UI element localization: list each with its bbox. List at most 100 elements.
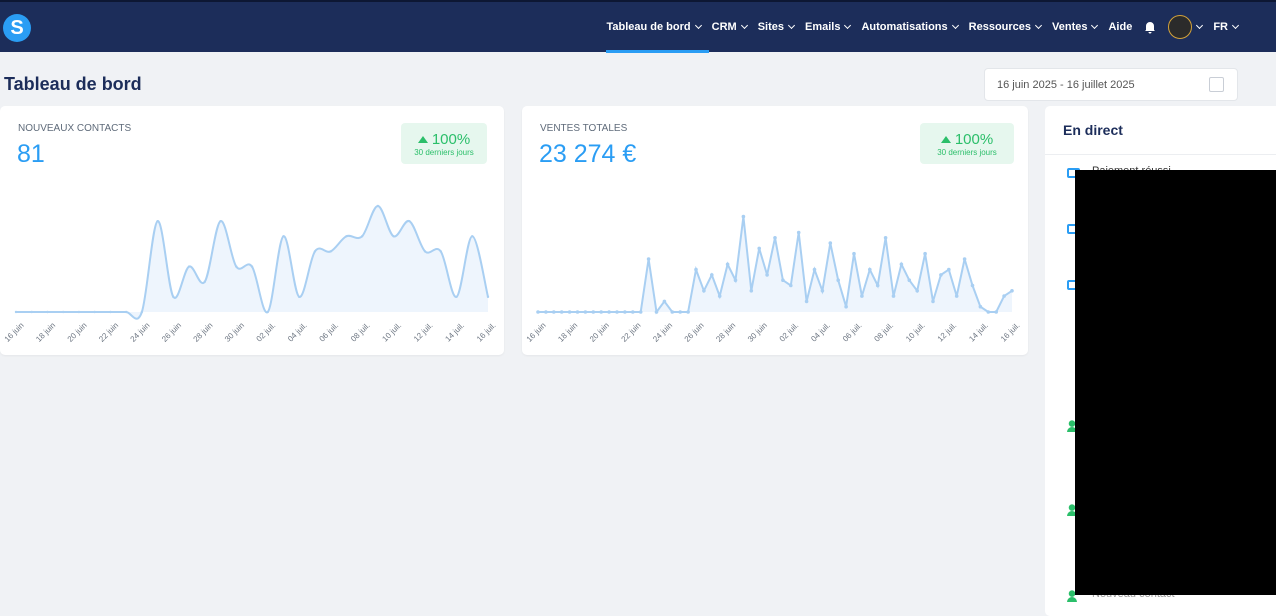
- point: [781, 278, 785, 282]
- change-value: 100%: [920, 131, 1014, 148]
- point: [796, 230, 801, 235]
- nav-item[interactable]: Aide: [1108, 2, 1132, 52]
- x-tick-label: 02 juil.: [255, 321, 278, 344]
- change-value: 100%: [401, 131, 487, 148]
- notifications[interactable]: [1143, 2, 1157, 52]
- point: [820, 289, 825, 293]
- chevron: [694, 21, 702, 30]
- point: [266, 310, 269, 314]
- point: [471, 235, 474, 238]
- point: [623, 310, 627, 314]
- point: [298, 295, 301, 299]
- calendar-icon: [1209, 77, 1224, 92]
- point: [187, 265, 191, 268]
- nav-label: Emails: [804, 21, 841, 33]
- x-tick-label: 16 juin: [525, 321, 548, 344]
- point: [741, 214, 746, 219]
- point: [970, 283, 975, 288]
- card: NOUVEAUX CONTACTS 81 100% 30 derniers jours…: [0, 106, 504, 355]
- point: [868, 267, 872, 272]
- chevron: [1034, 21, 1043, 30]
- point: [883, 236, 888, 240]
- point: [423, 250, 427, 253]
- point: [536, 310, 540, 314]
- page-title: Tableau de bord: [4, 74, 142, 94]
- change-period: 30 derniers jours: [937, 148, 997, 157]
- point: [313, 250, 317, 253]
- point: [678, 310, 682, 314]
- point: [156, 219, 159, 223]
- point: [552, 310, 556, 314]
- point: [923, 251, 927, 256]
- x-tick-label: 06 juil.: [841, 321, 864, 344]
- point: [828, 241, 833, 245]
- chevron: [787, 21, 796, 30]
- top-nav: S Tableau de bord CRM Sites Emails Automatis…: [0, 0, 1276, 53]
- nav-label: Tableau de bord: [606, 21, 691, 33]
- nav-label: Ventes: [1052, 21, 1088, 33]
- date-range-picker[interactable]: 16 juin 2025 - 16 juillet 2025: [984, 68, 1238, 101]
- point: [1002, 294, 1006, 298]
- x-tick-label: 22 juin: [97, 321, 120, 344]
- change-period: 30 derniers jours: [414, 148, 474, 157]
- point: [329, 250, 332, 253]
- point: [994, 310, 998, 314]
- contact-icon: [1067, 590, 1077, 602]
- nav-item[interactable]: Tableau de bord: [606, 2, 709, 53]
- point: [654, 310, 659, 314]
- point: [360, 235, 364, 238]
- nav-item[interactable]: CRM: [711, 2, 748, 52]
- separator: [1045, 154, 1276, 155]
- point: [773, 236, 777, 240]
- nav-item[interactable]: Sites: [757, 2, 796, 52]
- chevron: [1231, 21, 1240, 30]
- point: [844, 304, 848, 309]
- logo[interactable]: S: [3, 14, 31, 42]
- point: [733, 278, 738, 282]
- point: [891, 294, 896, 298]
- nav-item[interactable]: Emails: [804, 2, 852, 52]
- account[interactable]: [1168, 2, 1204, 52]
- point: [575, 310, 580, 314]
- x-tick-label: 04 juil.: [286, 321, 309, 344]
- nav-label: CRM: [711, 21, 737, 33]
- point: [986, 310, 991, 314]
- live-title: En direct: [1063, 122, 1123, 138]
- nav-label: Aide: [1108, 21, 1133, 33]
- point: [583, 310, 588, 314]
- nav-item[interactable]: Ventes: [1052, 2, 1099, 52]
- redaction: [1075, 170, 1276, 595]
- x-tick-label: 18 juin: [34, 321, 57, 344]
- point: [559, 310, 564, 314]
- nav-item[interactable]: Ressources: [969, 2, 1043, 52]
- x-tick-label: 16 juil.: [999, 321, 1022, 344]
- point: [140, 310, 144, 314]
- point: [812, 267, 817, 272]
- point: [962, 257, 967, 261]
- kpi-title: NOUVEAUX CONTACTS: [18, 123, 132, 134]
- nav-label: Sites: [757, 21, 784, 33]
- point: [717, 294, 722, 298]
- x-tick-label: 30 juin: [223, 321, 246, 344]
- x-tick-label: 10 juil.: [380, 321, 403, 344]
- point: [947, 267, 951, 272]
- change-badge: 100% 30 derniers jours: [920, 123, 1014, 164]
- chevron: [1196, 21, 1204, 30]
- nav-item[interactable]: Automatisations: [861, 2, 959, 52]
- language-label: FR: [1213, 21, 1228, 33]
- point: [30, 310, 33, 314]
- language[interactable]: FR: [1213, 2, 1240, 52]
- point: [954, 294, 959, 298]
- point: [789, 283, 793, 288]
- point: [907, 278, 912, 282]
- page: {"nav":{"logo":"S","items":["Tableau de …: [0, 0, 1276, 603]
- point: [670, 310, 675, 314]
- point: [93, 310, 96, 314]
- point: [591, 310, 596, 314]
- x-tick-label: 28 juin: [192, 321, 215, 344]
- point: [931, 299, 935, 304]
- point: [662, 299, 667, 304]
- bell-icon: [1145, 22, 1156, 34]
- x-tick-label: 30 juin: [746, 321, 769, 344]
- point: [615, 310, 619, 314]
